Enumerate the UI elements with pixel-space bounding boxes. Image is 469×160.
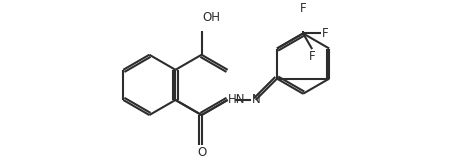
Text: HN: HN bbox=[228, 93, 246, 106]
Text: OH: OH bbox=[202, 11, 220, 24]
Text: F: F bbox=[309, 50, 316, 63]
Text: N: N bbox=[251, 93, 260, 106]
Text: O: O bbox=[197, 146, 206, 159]
Text: F: F bbox=[300, 2, 306, 15]
Text: F: F bbox=[322, 27, 329, 40]
